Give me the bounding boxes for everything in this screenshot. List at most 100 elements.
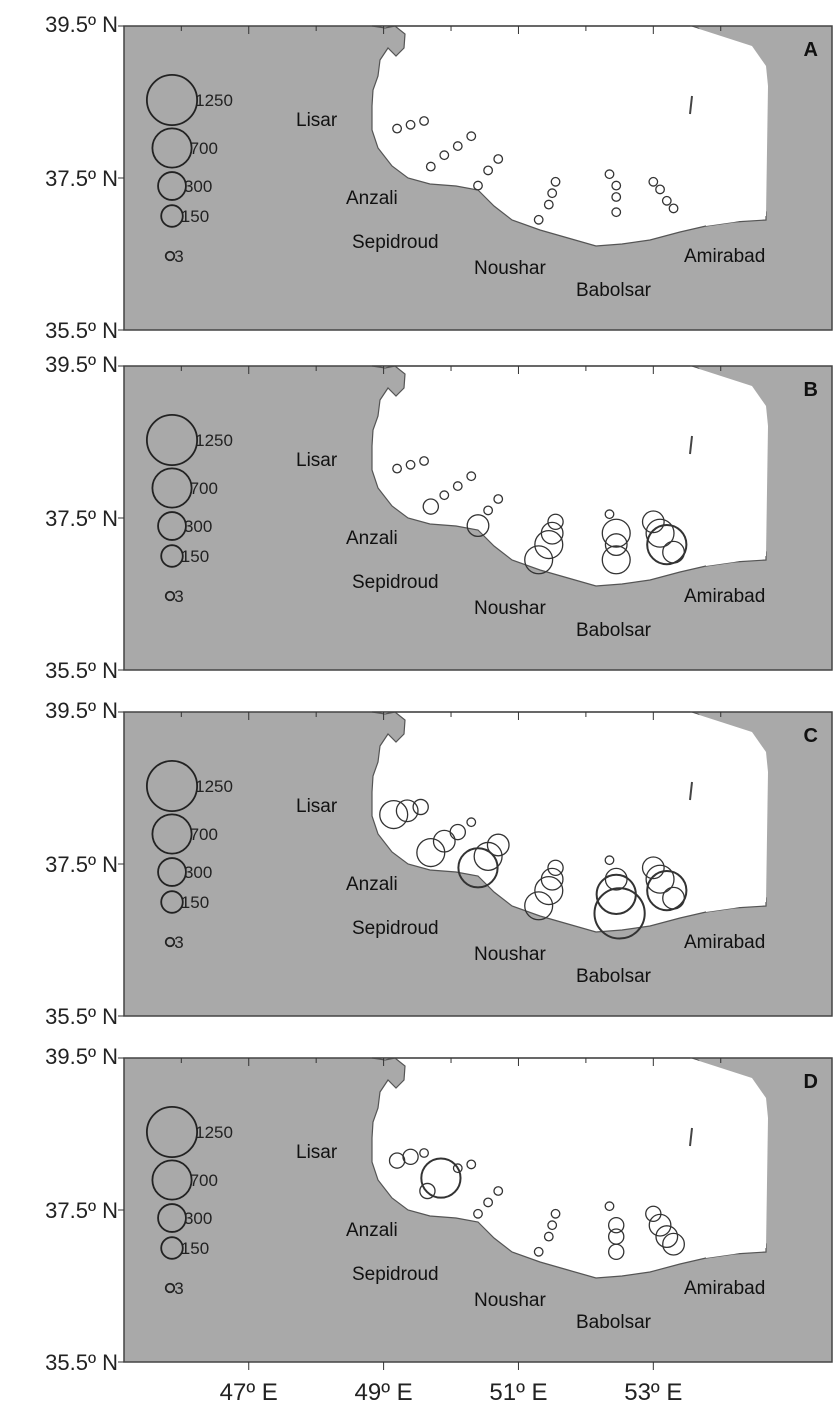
station-circle [466,131,477,142]
legend-label: 150 [181,893,209,912]
station-circle [473,1208,483,1219]
islet-mark [689,1127,693,1147]
station-circle [646,869,688,912]
station-circle [604,1201,615,1212]
y-label-top: 39.5º N [45,352,118,377]
map-panel-d: 39.5º N 37.5º N 35.5º N D Lisar Anzali Sepidro… [45,1044,833,1375]
station-circle [648,176,659,187]
station-circle [432,829,456,853]
station-circle [402,1148,419,1166]
legend-circle [164,590,176,602]
station-circle [604,855,615,866]
site-label-babolsar: Babolsar [576,1312,652,1333]
station-circle [524,545,554,575]
site-label-sepidroud: Sepidroud [352,1264,439,1285]
station-circle [662,540,685,564]
station-circle [645,864,675,894]
station-circle [473,180,483,191]
site-label-babolsar: Babolsar [576,966,652,987]
station-circle [466,514,490,538]
station-circle [547,1220,558,1231]
panel-letter: B [804,379,818,401]
y-label-bottom: 35.5º N [45,658,118,683]
legend-label: 300 [184,863,212,882]
map-panel-b: 39.5º N 37.5º N 35.5º N B Lisar Anzali Sepidro… [45,352,833,683]
legend-circle [145,1105,199,1159]
station-circle [655,184,665,195]
station-circle [645,518,675,548]
legend-label: 700 [190,139,218,158]
station-circle [543,1231,554,1242]
station-circle [607,1243,625,1261]
legend-circle [151,1159,193,1201]
legend-label: 300 [184,517,212,536]
site-label-babolsar: Babolsar [576,620,652,641]
station-circle [524,891,554,921]
legend-circle [164,1282,176,1294]
station-circle [449,823,467,841]
station-circle [419,1182,436,1200]
site-label-lisar: Lisar [296,796,338,817]
station-circle [392,463,403,474]
legend-circle [157,511,187,541]
legend-label: 150 [181,1239,209,1258]
map-panel-a: 39.5º N 37.5º N 35.5º N A Lisar Anzali Sepidro… [45,12,833,343]
station-circle [641,856,665,880]
station-circle [483,505,494,516]
station-circle [457,847,499,889]
station-circle [547,859,564,877]
station-circle [486,833,510,857]
station-circle [422,498,440,515]
station-circle [419,116,429,126]
legend-circle [160,204,184,228]
legend-label: 300 [184,1209,212,1228]
legend-circle [151,813,193,855]
station-circle [534,876,564,906]
legend-label: 1250 [195,1123,233,1142]
legend-label: 150 [181,207,209,226]
station-circle [655,1225,679,1249]
y-label-top: 39.5º N [45,698,118,723]
station-circle [412,798,429,816]
station-circle [543,199,554,210]
x-tick-label: 53º E [624,1379,682,1406]
panel-letter: D [804,1071,818,1093]
station-circle [419,456,429,466]
station-circle [601,545,631,575]
y-label-bottom: 35.5º N [45,318,118,343]
legend-circle [145,413,199,467]
y-label-mid: 37.5º N [45,852,118,877]
station-circle [662,886,685,910]
legend-circle [160,1236,184,1260]
station-circle [550,176,561,187]
station-circle [611,180,622,191]
map-panel-c: 39.5º N 37.5º N 35.5º N C Lisar Anzali Sepidro… [45,698,833,1029]
site-label-amirabad: Amirabad [684,586,765,607]
station-circle [547,513,564,531]
station-circle [648,1213,672,1237]
station-circle [493,494,504,504]
site-label-noushar: Noushar [474,1290,546,1311]
legend-circle [160,544,184,568]
station-circle [483,165,494,176]
legend-circle [151,467,193,509]
site-label-anzali: Anzali [346,1220,398,1241]
legend-label: 700 [190,825,218,844]
legend-label: 700 [190,479,218,498]
panel-letter: A [804,39,818,61]
x-tick-label: 49º E [355,1379,413,1406]
station-circle [425,161,436,172]
legend-circle [145,759,199,813]
station-circle [452,1163,463,1174]
station-circle [611,192,622,202]
station-circle [534,530,564,560]
station-circle [607,1216,625,1234]
station-circle [662,1232,685,1256]
site-label-anzali: Anzali [346,528,398,549]
legend-circle [151,127,193,169]
islet-mark [689,95,693,115]
islet-mark [689,781,693,801]
station-circle [493,1186,504,1196]
site-label-amirabad: Amirabad [684,246,765,267]
